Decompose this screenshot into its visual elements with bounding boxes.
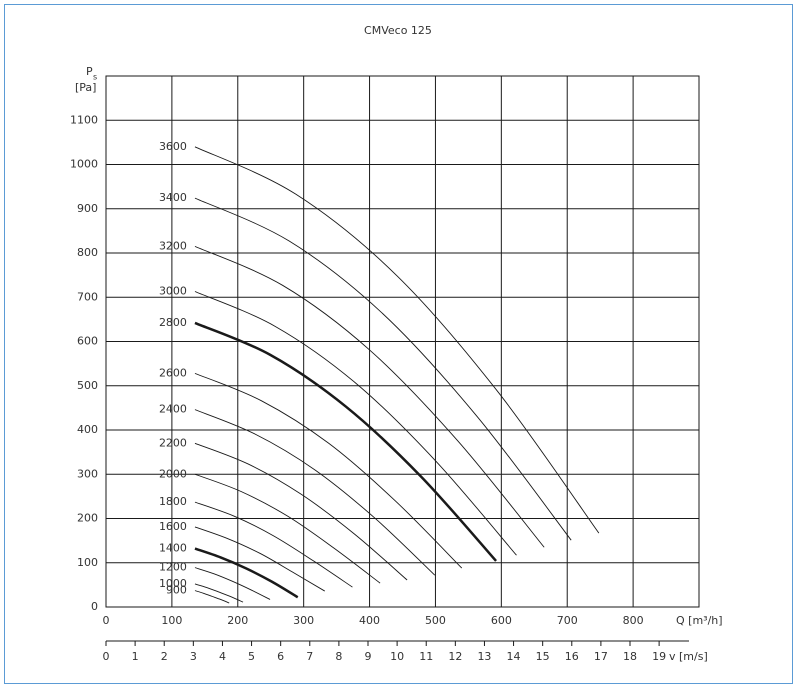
x-tick-label: 0 xyxy=(103,614,110,627)
x-tick-label: 500 xyxy=(425,614,446,627)
speed-curve xyxy=(194,547,299,599)
x2-axis-label: v [m/s] xyxy=(669,650,708,663)
y-axis-unit: [Pa] xyxy=(75,81,96,94)
curve-label: 1200 xyxy=(159,561,187,574)
x2-tick-label: 1 xyxy=(132,650,139,663)
speed-curve xyxy=(194,321,497,562)
x2-tick-label: 15 xyxy=(536,650,550,663)
y-tick-label: 500 xyxy=(77,379,98,392)
curve-label: 1400 xyxy=(159,542,187,555)
curve-label: 1600 xyxy=(159,520,187,533)
y-tick-label: 700 xyxy=(77,290,98,303)
x2-tick-label: 14 xyxy=(507,650,521,663)
frame-border xyxy=(4,4,793,684)
x2-tick-label: 3 xyxy=(190,650,197,663)
speed-curve xyxy=(194,473,381,584)
y-tick-label: 1000 xyxy=(70,158,98,171)
x-tick-label: 800 xyxy=(623,614,644,627)
curve-label: 2400 xyxy=(159,403,187,416)
x2-tick-label: 18 xyxy=(623,650,637,663)
x2-tick-label: 12 xyxy=(448,650,462,663)
y-tick-label: 200 xyxy=(77,512,98,525)
curve-label: 900 xyxy=(166,584,187,597)
x2-tick-label: 11 xyxy=(419,650,433,663)
x2-tick-label: 2 xyxy=(161,650,168,663)
speed-curve xyxy=(194,590,230,604)
chart-title: CMVeco 125 xyxy=(364,24,432,37)
speed-curve xyxy=(194,409,436,576)
x2-tick-label: 16 xyxy=(565,650,579,663)
x2-tick-label: 9 xyxy=(365,650,372,663)
speed-curve xyxy=(194,197,572,541)
x2-tick-label: 0 xyxy=(103,650,110,663)
x2-tick-label: 10 xyxy=(390,650,404,663)
x-tick-label: 300 xyxy=(293,614,314,627)
x2-tick-label: 6 xyxy=(277,650,284,663)
speed-curve xyxy=(194,146,600,534)
x2-tick-label: 13 xyxy=(477,650,491,663)
speed-curve xyxy=(194,372,463,569)
curve-label: 3600 xyxy=(159,140,187,153)
curve-label: 3200 xyxy=(159,239,187,252)
speed-curve xyxy=(194,245,545,548)
x2-tick-label: 5 xyxy=(248,650,255,663)
speed-curve xyxy=(194,291,517,556)
speed-curve xyxy=(194,526,325,592)
x-tick-label: 100 xyxy=(161,614,182,627)
x-tick-label: 600 xyxy=(491,614,512,627)
curve-label: 2800 xyxy=(159,316,187,329)
curve-label: 2000 xyxy=(159,467,187,480)
x2-tick-label: 17 xyxy=(594,650,608,663)
y-tick-label: 100 xyxy=(77,556,98,569)
curve-label: 3400 xyxy=(159,191,187,204)
x-tick-label: 200 xyxy=(227,614,248,627)
speed-curve xyxy=(194,501,353,588)
y-tick-label: 600 xyxy=(77,335,98,348)
y-axis-label-subscript: s xyxy=(93,73,97,82)
y-tick-label: 800 xyxy=(77,246,98,259)
speed-curve xyxy=(194,583,244,603)
y-tick-label: 300 xyxy=(77,467,98,480)
x2-tick-label: 4 xyxy=(219,650,226,663)
speed-curve xyxy=(194,442,408,581)
y-tick-label: 1100 xyxy=(70,113,98,126)
x2-tick-label: 8 xyxy=(335,650,342,663)
curve-label: 2200 xyxy=(159,436,187,449)
y-tick-label: 900 xyxy=(77,202,98,215)
y-axis-label: P xyxy=(86,65,93,78)
x2-tick-label: 19 xyxy=(652,650,666,663)
y-tick-label: 400 xyxy=(77,423,98,436)
y-tick-label: 0 xyxy=(91,600,98,613)
x2-tick-label: 7 xyxy=(306,650,313,663)
curve-label: 2600 xyxy=(159,366,187,379)
curve-label: 1000 xyxy=(159,577,187,590)
curve-label: 1800 xyxy=(159,495,187,508)
x-axis-label: Q [m³/h] xyxy=(676,614,723,627)
speed-curve xyxy=(194,567,271,600)
curve-label: 3000 xyxy=(159,284,187,297)
x-tick-label: 700 xyxy=(557,614,578,627)
x-tick-label: 400 xyxy=(359,614,380,627)
